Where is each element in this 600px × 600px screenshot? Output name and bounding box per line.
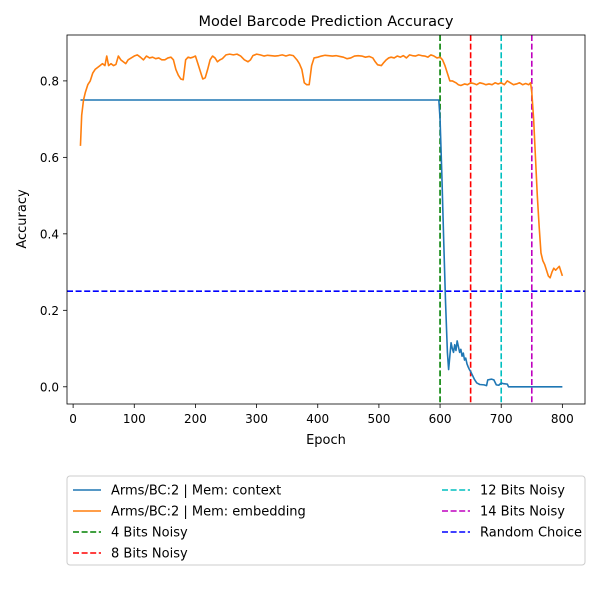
x-tick-label: 100 — [123, 412, 146, 426]
legend-label: Arms/BC:2 | Mem: embedding — [111, 505, 306, 520]
x-tick-label: 400 — [306, 412, 329, 426]
x-tick-label: 0 — [69, 412, 77, 426]
legend-label: 8 Bits Noisy — [111, 547, 188, 562]
x-tick-label: 200 — [184, 412, 207, 426]
y-tick-label: 0.8 — [40, 74, 59, 88]
y-tick-label: 0.4 — [40, 227, 59, 241]
series-line-2 — [79, 53, 564, 279]
legend-label: 12 Bits Noisy — [480, 484, 565, 499]
x-tick-label: 300 — [245, 412, 268, 426]
legend-label: Random Choice — [480, 526, 582, 541]
legend-frame — [66, 475, 586, 566]
x-tick-label: 600 — [429, 412, 452, 426]
y-tick-label: 0.2 — [40, 304, 59, 318]
plot-area — [67, 35, 585, 404]
legend-label: 14 Bits Noisy — [480, 505, 565, 520]
legend-label: Arms/BC:2 | Mem: context — [111, 484, 281, 499]
legend: Arms/BC:2 | Mem: context Arms/BC:2 | Mem:… — [66, 475, 586, 566]
plot-frame — [66, 34, 586, 405]
x-axis-label: Epoch — [306, 433, 346, 448]
y-tick-label: 0.6 — [40, 151, 59, 165]
y-axis-label: Accuracy — [15, 189, 30, 249]
y-tick-label: 0.0 — [40, 380, 59, 394]
y-axis: 0.0 0.2 0.4 0.6 0.8 — [40, 74, 67, 394]
chart-title: Model Barcode Prediction Accuracy — [198, 14, 453, 30]
x-tick-label: 800 — [551, 412, 574, 426]
x-tick-label: 500 — [367, 412, 390, 426]
series-line-1 — [80, 99, 563, 388]
x-axis: 0 100 200 300 400 500 600 700 800 — [69, 404, 574, 426]
legend-label: 4 Bits Noisy — [111, 526, 188, 541]
x-tick-label: 700 — [490, 412, 513, 426]
